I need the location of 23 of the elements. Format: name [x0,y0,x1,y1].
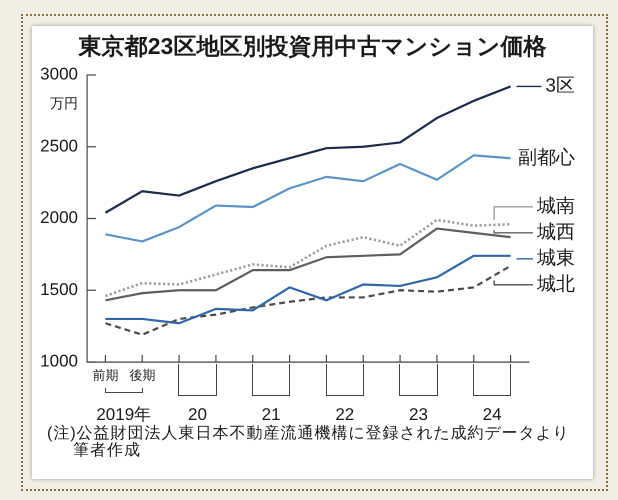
line-series [104,218,512,298]
x-tick-label: 前期 [92,367,118,382]
series-label: 副都心 [518,146,575,168]
text: 20 [188,405,207,424]
legend-label: 城南 [536,196,575,217]
text: 2019年 [96,405,152,424]
text: 24 [482,405,502,425]
legend-label: 城北 [536,274,575,295]
y-tick-label: 1000 [40,352,78,371]
legend-label: 城西 [536,222,575,243]
y-axis-title: 万円 [50,95,78,111]
text: (注)公益財団法人東日本不動産流通機構に登録された成約データより筆者作成 [47,425,571,459]
text: 23 [409,405,428,425]
legend-label: 城東 [536,248,575,269]
y-tick-label: 3000 [40,64,78,84]
legend-label: 3区 [545,76,575,97]
chart-title: 東京都23区地区別投資用中古マンション価格 [77,32,548,61]
y-tick-label: 2000 [40,208,78,228]
x-tick-label: 後期 [129,367,156,382]
y-tick-label: 2500 [40,136,78,156]
text: 21 [262,405,281,424]
text: 22 [335,405,354,424]
y-tick-label: 1500 [40,280,78,299]
